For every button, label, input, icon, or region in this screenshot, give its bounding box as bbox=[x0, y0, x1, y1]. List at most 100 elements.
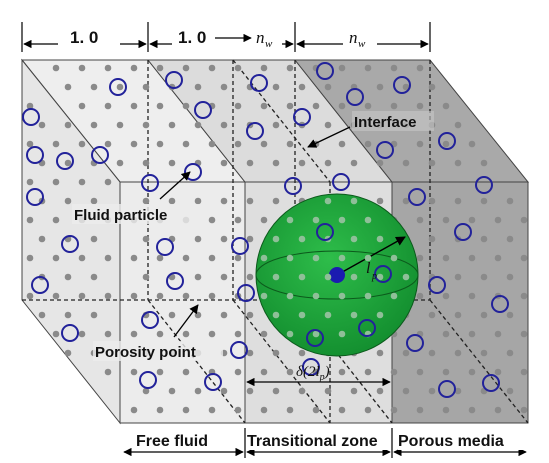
porosity-point bbox=[468, 330, 476, 338]
porosity-point bbox=[442, 292, 450, 300]
porosity-point bbox=[286, 368, 294, 376]
porosity-point bbox=[182, 368, 190, 376]
porosity-point bbox=[220, 159, 228, 167]
porosity-point bbox=[376, 273, 384, 281]
porosity-point bbox=[364, 140, 372, 148]
porosity-point bbox=[52, 330, 60, 338]
porosity-point bbox=[142, 121, 150, 129]
porosity-point bbox=[90, 235, 98, 243]
fluid-particles-layer bbox=[22, 62, 509, 398]
porosity-point bbox=[428, 387, 436, 395]
porosity-point bbox=[376, 311, 384, 319]
porosity-point bbox=[156, 368, 164, 376]
porosity-point bbox=[156, 140, 164, 148]
fluid-particle bbox=[109, 78, 127, 96]
porosity-point bbox=[260, 368, 268, 376]
porosity-point bbox=[260, 292, 268, 300]
porosity-point bbox=[220, 83, 228, 91]
porosity-point bbox=[168, 197, 176, 205]
porosity-point bbox=[168, 159, 176, 167]
porosity-point bbox=[298, 235, 306, 243]
porosity-point bbox=[156, 64, 164, 72]
porosity-point bbox=[506, 273, 514, 281]
porosity-point bbox=[38, 311, 46, 319]
fluid-particle bbox=[376, 141, 394, 159]
porosity-point bbox=[130, 330, 138, 338]
porosity-point bbox=[416, 406, 424, 414]
porosity-point bbox=[194, 311, 202, 319]
porosity-point bbox=[338, 102, 346, 110]
porosity-point bbox=[468, 368, 476, 376]
porosity-point bbox=[220, 235, 228, 243]
porosity-point bbox=[402, 197, 410, 205]
porosity-point bbox=[338, 368, 346, 376]
porosity-point bbox=[364, 216, 372, 224]
porosity-point bbox=[64, 311, 72, 319]
porosity-point bbox=[416, 140, 424, 148]
porosity-point bbox=[234, 406, 242, 414]
zone-porous-media: Porous media bbox=[398, 433, 504, 450]
fluid-particle bbox=[284, 177, 302, 195]
porosity-point bbox=[520, 330, 528, 338]
porosity-point bbox=[182, 330, 190, 338]
porosity-point bbox=[324, 83, 332, 91]
fluid-particle bbox=[406, 334, 424, 352]
porosity-point bbox=[520, 216, 528, 224]
porosity-point bbox=[156, 406, 164, 414]
porosity-point bbox=[156, 330, 164, 338]
porosity-point bbox=[130, 64, 138, 72]
fluid-particle bbox=[61, 235, 79, 253]
top-scale: 1. 0 1. 0 n w n w bbox=[21, 22, 431, 52]
porosity-point bbox=[480, 159, 488, 167]
porosity-point bbox=[182, 102, 190, 110]
fluid-particle bbox=[139, 371, 157, 389]
porosity-point bbox=[182, 406, 190, 414]
porosity-point bbox=[402, 273, 410, 281]
porosity-point bbox=[416, 216, 424, 224]
porosity-point bbox=[286, 330, 294, 338]
porosity-point bbox=[298, 159, 306, 167]
porosity-point bbox=[104, 330, 112, 338]
porosity-point bbox=[26, 292, 34, 300]
porosity-point bbox=[350, 197, 358, 205]
fluid-particle bbox=[408, 188, 426, 206]
porosity-point bbox=[234, 64, 242, 72]
porosity-point bbox=[142, 387, 150, 395]
porosity-point bbox=[52, 292, 60, 300]
interface-label: Interface bbox=[354, 114, 417, 131]
fluid-particle bbox=[194, 101, 212, 119]
porosity-point bbox=[390, 254, 398, 262]
porosity-point bbox=[116, 83, 124, 91]
width-dimension: δ(2lp) bbox=[246, 364, 391, 387]
porosity-point bbox=[234, 330, 242, 338]
porosity-point bbox=[390, 102, 398, 110]
porosity-point bbox=[208, 140, 216, 148]
radius-label: l p bbox=[366, 260, 377, 282]
sphere-porosity-points bbox=[260, 197, 410, 338]
porosity-point bbox=[454, 159, 462, 167]
porosity-point bbox=[168, 121, 176, 129]
porosity-point bbox=[324, 197, 332, 205]
fluid-particle bbox=[302, 358, 320, 376]
porosity-point bbox=[324, 311, 332, 319]
porosity-point bbox=[286, 292, 294, 300]
porosity-point bbox=[442, 330, 450, 338]
porosity-point bbox=[298, 83, 306, 91]
scale-label-free: 1. 0 bbox=[70, 28, 98, 47]
porosity-point bbox=[194, 83, 202, 91]
porosity-point bbox=[338, 64, 346, 72]
porosity-point bbox=[272, 311, 280, 319]
porosity-point bbox=[64, 159, 72, 167]
porosity-point bbox=[142, 197, 150, 205]
porosity-point bbox=[52, 178, 60, 186]
porosity-point bbox=[338, 406, 346, 414]
porosity-point bbox=[246, 273, 254, 281]
porosity-point bbox=[104, 178, 112, 186]
porosity-point bbox=[454, 121, 462, 129]
porosity-point bbox=[376, 349, 384, 357]
porosity-point bbox=[26, 178, 34, 186]
porosity-point bbox=[260, 64, 268, 72]
porosity-point bbox=[338, 216, 346, 224]
porosity-point bbox=[26, 102, 34, 110]
porosity-point bbox=[142, 159, 150, 167]
